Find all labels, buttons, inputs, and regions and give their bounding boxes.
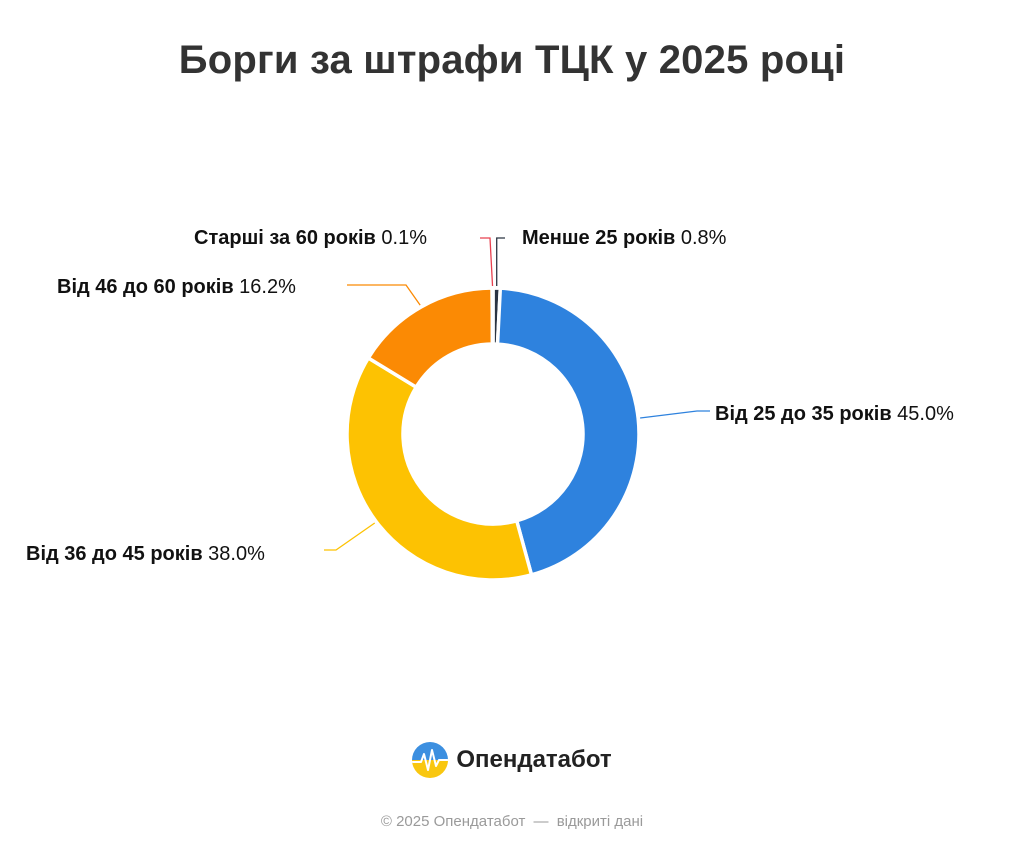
slice-label: Від 25 до 35 років 45.0% <box>715 403 954 425</box>
footer: © 2025 Опендатабот — відкриті дані <box>0 813 1024 830</box>
slice-label: Старші за 60 років 0.1% <box>194 227 427 249</box>
brand-logo[interactable]: Опендатабот <box>0 742 1024 783</box>
footer-note: відкриті дані <box>556 813 644 830</box>
slice-label-name: Менше 25 років <box>522 227 675 249</box>
footer-separator: — <box>533 813 549 830</box>
slice-label: Менше 25 років 0.8% <box>522 227 727 249</box>
slice-label-name: Від 25 до 35 років <box>715 403 892 425</box>
slice-label-value: 38.0% <box>203 543 265 565</box>
leader-line <box>640 410 710 419</box>
chart-title: Борги за штрафи ТЦК у 2025 році <box>178 38 846 82</box>
leader-line <box>324 522 376 551</box>
pie-slice[interactable] <box>490 286 495 346</box>
footer-copyright: © 2025 Опендатабот <box>380 813 526 830</box>
leader-line <box>496 237 505 287</box>
slice-label-value: 0.8% <box>675 227 726 249</box>
leader-line <box>347 284 421 306</box>
pie-slice[interactable] <box>345 356 534 582</box>
brand-name: Опендатабот <box>456 746 612 773</box>
leader-line <box>480 237 494 287</box>
opendatabot-logo-icon <box>412 742 449 778</box>
slice-label-name: Від 36 до 45 років <box>26 543 203 565</box>
slice-label-name: Від 46 до 60 років <box>57 276 234 298</box>
slice-label-name: Старші за 60 років <box>194 227 376 249</box>
slice-label-value: 0.1% <box>376 227 427 249</box>
slice-label-value: 16.2% <box>234 276 296 298</box>
slice-label: Від 46 до 60 років 16.2% <box>57 276 296 298</box>
pie-slice[interactable] <box>495 286 641 577</box>
slice-label-value: 45.0% <box>892 403 954 425</box>
slice-label: Від 36 до 45 років 38.0% <box>26 543 265 565</box>
